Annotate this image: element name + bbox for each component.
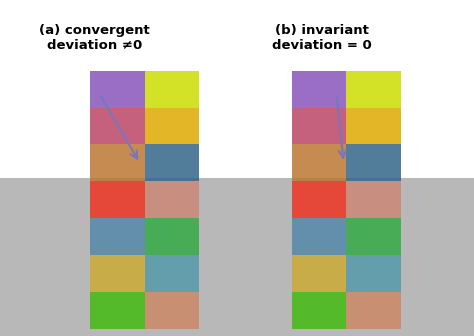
Bar [145,71,199,108]
Text: (b) invariant
deviation = 0: (b) invariant deviation = 0 [273,24,372,51]
Bar [90,181,145,218]
Bar [145,255,199,292]
Bar [346,255,401,292]
Bar [292,255,346,292]
Bar [292,292,346,329]
Bar [346,181,401,218]
Bar [90,292,145,329]
Bar [0,178,474,336]
Bar [292,144,346,181]
Bar [292,218,346,255]
Bar [292,181,346,218]
Bar [346,108,401,144]
Bar [90,71,145,108]
Bar [346,292,401,329]
Bar [346,218,401,255]
Bar [292,71,346,108]
Bar [346,144,401,181]
Bar [145,181,199,218]
Bar [346,71,401,108]
Bar [145,108,199,144]
Bar [90,144,145,181]
Bar [292,108,346,144]
Bar [90,108,145,144]
Bar [145,292,199,329]
Text: (a) convergent
deviation ≠0: (a) convergent deviation ≠0 [39,24,150,51]
Bar [145,218,199,255]
Bar [145,144,199,181]
Bar [90,218,145,255]
Bar [90,255,145,292]
